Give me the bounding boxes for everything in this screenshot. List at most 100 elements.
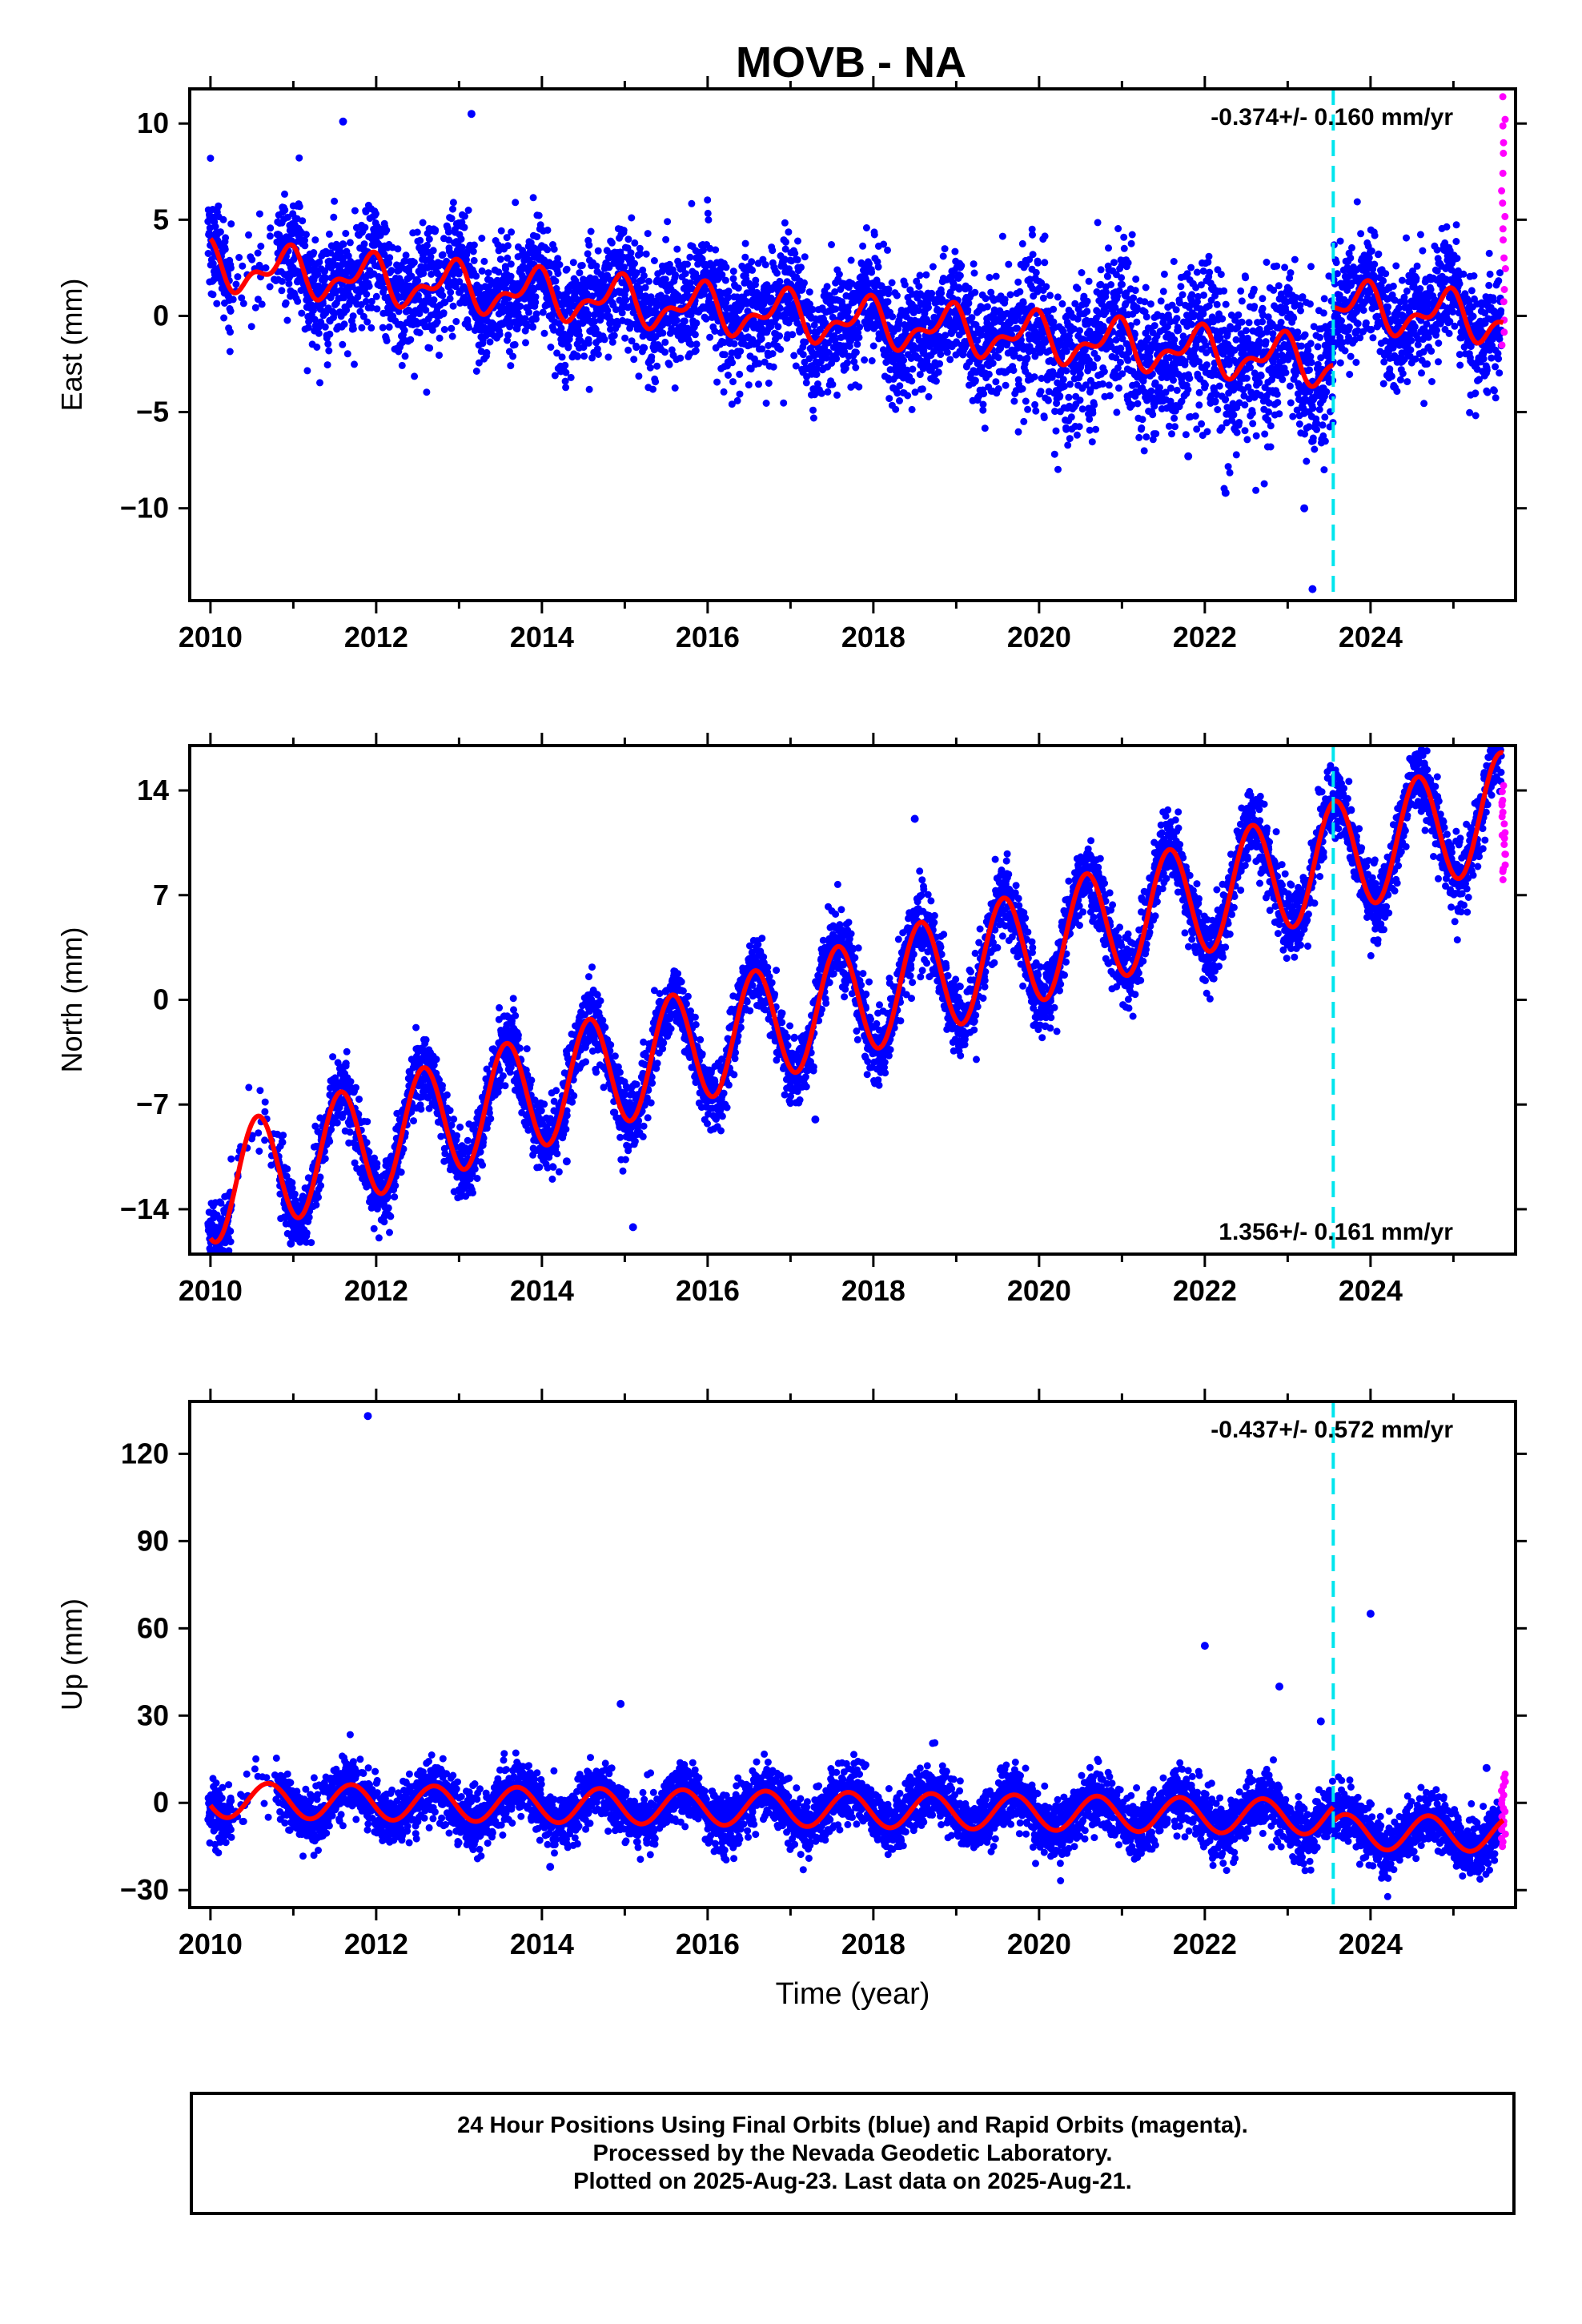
y-tick-label: 0 <box>153 1786 169 1819</box>
final-orbit-points <box>380 1023 456 1236</box>
final-orbit-points <box>204 1084 320 1254</box>
y-tick-label: 0 <box>153 983 169 1016</box>
y-tick-label: 5 <box>153 203 169 235</box>
y-tick-label: −14 <box>120 1192 169 1225</box>
x-tick-label: 2012 <box>344 1928 408 1960</box>
data-layer <box>204 89 1509 601</box>
model-curve <box>208 750 1505 1244</box>
final-orbit-points <box>1401 1783 1476 1880</box>
y-tick-label: −30 <box>120 1873 169 1906</box>
final-orbit-points <box>1128 231 1203 455</box>
plot-frame <box>188 87 1517 602</box>
x-tick-label: 2024 <box>1339 1274 1403 1307</box>
final-orbit-points <box>312 1047 388 1242</box>
x-tick-label: 2016 <box>676 1928 740 1960</box>
final-orbit-points <box>652 967 729 1135</box>
x-tick-label: 2010 <box>179 1274 243 1307</box>
final-orbit-points <box>993 1759 1068 1884</box>
final-orbit-points <box>1061 837 1137 1012</box>
final-orbit-points <box>1061 1755 1136 1857</box>
x-tick-label: 2016 <box>676 621 740 653</box>
final-orbit-points <box>1129 806 1205 1020</box>
final-orbit-points <box>721 1750 796 1864</box>
panel-north: 14 7 0 −7 −14 2010 2012 2014 2016 2018 2020 2022 202… <box>55 733 1527 1307</box>
footer-info-box: 24 Hour Positions Using Final Orbits (bl… <box>190 2092 1516 2215</box>
final-orbit-points <box>992 225 1067 473</box>
rate-label: -0.437+/- 0.572 mm/yr <box>1211 1417 1453 1443</box>
y-axis-label: North (mm) <box>55 927 88 1073</box>
rate-label: -0.374+/- 0.160 mm/yr <box>1211 104 1453 131</box>
model-curve <box>208 237 1505 389</box>
x-tick-label: 2014 <box>510 1928 574 1960</box>
final-orbit-points <box>925 855 1001 1063</box>
chart-title: MOVB - NA <box>736 38 966 86</box>
final-orbit-points <box>584 214 659 393</box>
final-orbit-points <box>1264 241 1339 474</box>
x-tick-label: 2012 <box>344 1274 408 1307</box>
data-layer <box>204 746 1509 1254</box>
y-tick-label: 10 <box>137 107 169 139</box>
final-orbit-points <box>204 1754 319 1860</box>
y-tick-label: 120 <box>121 1437 169 1470</box>
final-orbit-points <box>993 850 1069 1042</box>
plot-frame <box>188 1400 1517 1909</box>
final-orbit-points <box>1197 1765 1272 1875</box>
y-tick-label: −7 <box>136 1088 169 1120</box>
rapid-orbit-points <box>1498 93 1509 349</box>
y-tick-label: −10 <box>120 492 169 525</box>
final-orbit-points <box>1060 219 1135 449</box>
panel-up: 120 90 60 30 0 −30 2010 2012 2014 2016 2018 2020 202… <box>55 1389 1527 2011</box>
y-tick-label: −5 <box>136 396 169 428</box>
final-orbit-points <box>720 219 795 408</box>
y-axis-label: East (mm) <box>55 279 88 412</box>
x-tick-label: 2022 <box>1173 621 1237 653</box>
model-curve <box>208 1780 1505 1854</box>
panel-east: 10 5 0 −5 −10 2010 2012 2014 2016 2018 2020 2022 202… <box>55 76 1527 653</box>
x-tick-label: 2020 <box>1007 1274 1071 1307</box>
final-orbit-points <box>652 196 727 392</box>
y-tick-label: 60 <box>137 1611 169 1644</box>
final-orbit-points <box>1333 773 1409 959</box>
final-orbit-points <box>584 963 661 1175</box>
x-tick-label: 2010 <box>179 621 243 653</box>
y-axis-label: Up (mm) <box>55 1598 88 1711</box>
final-orbit-points <box>857 867 933 1089</box>
footer-line-1: 24 Hour Positions Using Final Orbits (bl… <box>457 2112 1248 2138</box>
y-tick-label: 30 <box>137 1699 169 1731</box>
x-tick-label: 2014 <box>510 621 574 653</box>
final-orbit-points <box>516 1762 592 1857</box>
final-orbit-points <box>1400 221 1476 416</box>
final-orbit-points <box>448 1749 524 1863</box>
y-tick-label: 14 <box>137 774 169 806</box>
x-tick-label: 2018 <box>841 1274 905 1307</box>
final-orbit-points <box>448 199 523 375</box>
final-orbit-points <box>857 1759 932 1859</box>
x-tick-label: 2010 <box>179 1928 243 1960</box>
x-axis-label: Time (year) <box>776 1977 930 2011</box>
final-orbit-points <box>1332 198 1407 396</box>
final-orbit-points <box>516 991 592 1183</box>
x-tick-label: 2016 <box>676 1274 740 1307</box>
y-tick-label: 90 <box>137 1524 169 1557</box>
final-orbit-points <box>1197 787 1273 1003</box>
final-orbit-points <box>1265 1756 1340 1875</box>
final-orbit-points <box>856 224 931 413</box>
footer-line-3: Plotted on 2025-Aug-23. Last data on 202… <box>573 2168 1132 2194</box>
x-tick-label: 2018 <box>841 621 905 653</box>
x-tick-label: 2024 <box>1339 621 1403 653</box>
y-tick-label: 7 <box>153 879 169 911</box>
rate-label: 1.356+/- 0.161 mm/yr <box>1219 1219 1453 1245</box>
x-tick-label: 2012 <box>344 621 408 653</box>
data-layer <box>204 1401 1509 1908</box>
x-tick-label: 2020 <box>1007 1928 1071 1960</box>
x-tick-label: 2018 <box>841 1928 905 1960</box>
final-orbit-points <box>204 154 319 375</box>
rapid-orbit-points <box>1498 1770 1509 1851</box>
final-orbit-points <box>1265 762 1341 963</box>
final-orbit-points <box>1401 746 1477 944</box>
final-orbit-points <box>379 214 455 396</box>
x-tick-label: 2014 <box>510 1274 574 1307</box>
final-orbit-points <box>789 880 865 1107</box>
x-tick-label: 2022 <box>1173 1274 1237 1307</box>
